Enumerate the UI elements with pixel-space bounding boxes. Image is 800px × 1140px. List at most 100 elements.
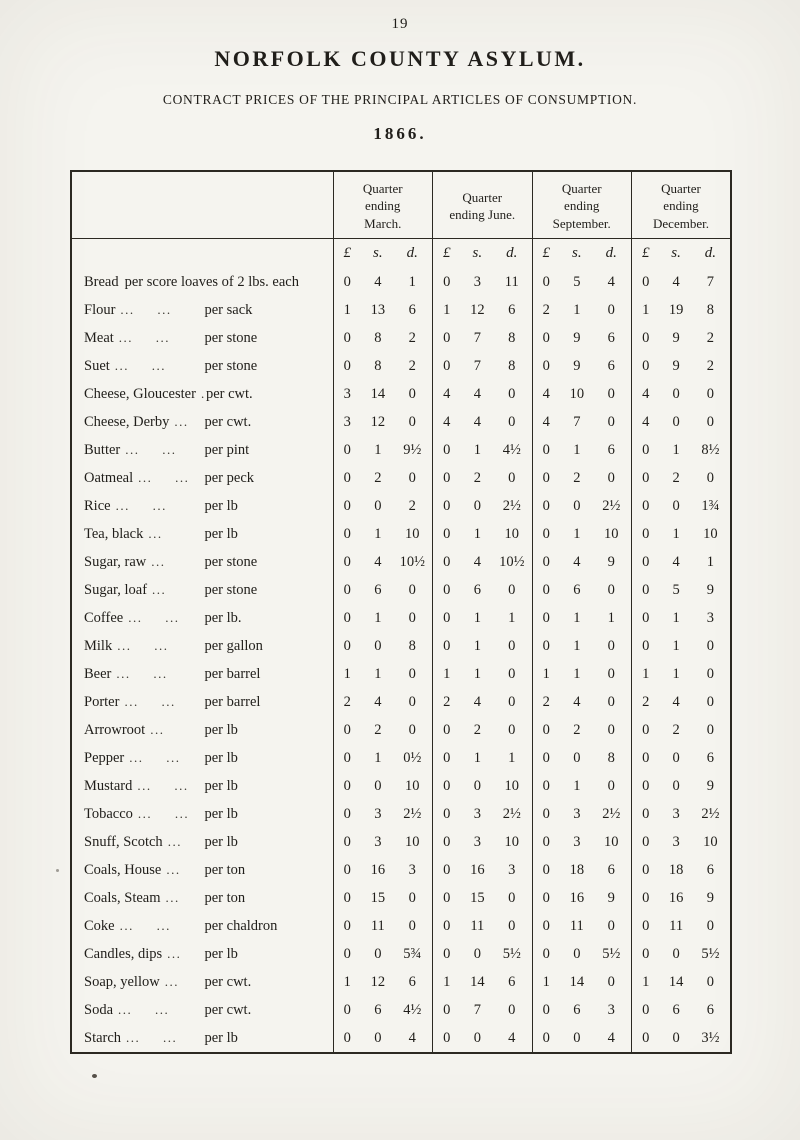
price-cell: 0 0 9 [631,772,731,801]
item-cell: Tobacco ... ... per lb [71,801,333,829]
price-pounds: 0 [542,750,550,766]
price-pence: 4 [607,274,615,290]
currency-header-row: £ s. d. £ s. d. £ s. d. £ s. d. [71,238,731,269]
item-name: Cheese, Gloucester [84,386,196,402]
price-pounds: 0 [542,526,550,542]
dot-leader: ... ... [114,358,167,373]
price-shillings: 7 [473,358,481,374]
price-pence: 6 [706,862,714,878]
dot-leader: ... [165,890,180,905]
item-unit: per cwt. [204,414,252,430]
price-cell: 0 7 0 [432,996,532,1025]
price-pence: 0 [508,386,516,402]
price-pounds: 0 [343,526,351,542]
price-pounds: 0 [443,638,451,654]
price-pence: 2 [408,498,416,514]
price-pounds: 0 [343,470,351,486]
price-cell: 0 4 7 [631,268,731,297]
table-header-row: Quarter ending March. Quarter ending Jun… [71,171,731,239]
item-cell: Starch... ... per lb [71,1025,333,1053]
item-label: Pepper ... ... per lb [72,750,333,767]
item-cell: Cheese, Gloucester...per cwt. [71,381,333,409]
price-pence: 8 [408,638,416,654]
table-row: Pepper ... ... per lb 0 1 0½ 0 1 1 0 0 8 0 0 6 [71,744,731,773]
price-shillings: 0 [672,946,680,962]
price-pence: 6 [607,358,615,374]
price-shillings: 1 [672,666,680,682]
price-cell: 1 1 0 [631,660,731,689]
item-unit: per chaldron [204,918,278,934]
price-pounds: 0 [542,498,550,514]
price-pence: 0 [508,918,516,934]
price-pence: 10 [405,778,420,794]
item-name: Pepper [84,750,125,766]
price-shillings: 4 [473,414,481,430]
dot-leader: ... [150,722,165,737]
price-pounds: 0 [443,582,451,598]
item-name: Tobacco [84,806,133,822]
price-pence: 0 [607,582,615,598]
price-shillings: 1 [374,750,382,766]
price-pounds: 1 [642,302,650,318]
price-pounds: 0 [542,470,550,486]
item-name: Coffee [84,610,124,626]
price-shillings: 0 [473,498,481,514]
item-name: Sugar, raw [84,554,147,570]
price-cell: 4 0 0 [631,408,731,437]
price-pence: 6 [408,974,416,990]
price-pounds: 0 [642,750,650,766]
price-cell: 0 3 2½ [631,800,731,829]
price-shillings: 1 [473,638,481,654]
price-shillings: 1 [473,750,481,766]
price-pence: 3 [508,862,516,878]
price-shillings: 14 [668,974,684,990]
price-shillings: 9 [672,330,680,346]
dot-leader: ... [164,974,179,989]
price-pounds: 0 [642,442,650,458]
table-row: Candles, dips... per lb 0 0 5¾ 0 0 5½ 0 0 5½ 0 0 5½ [71,940,731,969]
table-row: Cheese, Derby... per cwt. 3 12 0 4 4 0 4 7 0 4 0 0 [71,408,731,437]
price-pence: 10½ [499,554,525,570]
page-number: 19 [391,16,409,32]
price-pounds: 2 [642,694,650,710]
price-shillings: 0 [672,750,680,766]
item-label: Cheese, Derby... per cwt. [72,414,333,431]
price-table: Quarter ending March. Quarter ending Jun… [70,170,732,1054]
price-pounds: 0 [343,806,351,822]
item-label: Starch... ... per lb [72,1030,333,1047]
item-cell: Bread per score loaves of 2 lbs. each [71,269,333,297]
item-label: Snuff, Scotch... per lb [72,834,333,851]
page-year: 1866. [373,124,427,143]
price-cell: 0 2 0 [332,464,433,493]
price-cell: 0 2 0 [432,716,532,745]
item-unit: per stone [204,358,258,374]
price-cell: 2 4 0 [631,688,731,717]
price-pounds: 0 [443,442,451,458]
table-row: Snuff, Scotch... per lb 0 3 10 0 3 10 0 3 10 0 3 10 [71,828,731,857]
price-pence: 2 [706,330,714,346]
item-cell: Sugar, loaf... per stone [71,577,333,605]
price-pounds: 1 [642,666,650,682]
price-pounds: 0 [443,918,451,934]
table-row: Soap, yellow... per cwt. 1 12 6 1 14 6 1 14 0 1 14 0 [71,968,731,997]
price-shillings: 1 [573,778,581,794]
price-pounds: 1 [542,666,550,682]
price-cell: 4 4 0 [432,408,532,437]
dot-leader: ... ... [118,330,171,345]
price-shillings: 5 [573,274,581,290]
item-label: Beer ... ... per barrel [72,666,333,683]
price-pence: 0 [508,1002,516,1018]
ink-speck [56,869,59,872]
price-pence: 0 [408,414,416,430]
item-name: Cheese, Derby [84,414,170,430]
currency-header-cell: £ s. d. [332,238,433,269]
price-shillings: 2 [672,470,680,486]
price-shillings: 4 [672,274,680,290]
price-pounds: 2 [343,694,351,710]
dot-leader: ... ... [137,806,190,821]
page-title: NORFOLK COUNTY ASYLUM. [214,46,586,71]
price-pence: 1 [508,610,516,626]
item-label: Milk ... ... per gallon [72,638,333,655]
price-shillings: 6 [672,1002,680,1018]
price-pence: 3 [607,1002,615,1018]
